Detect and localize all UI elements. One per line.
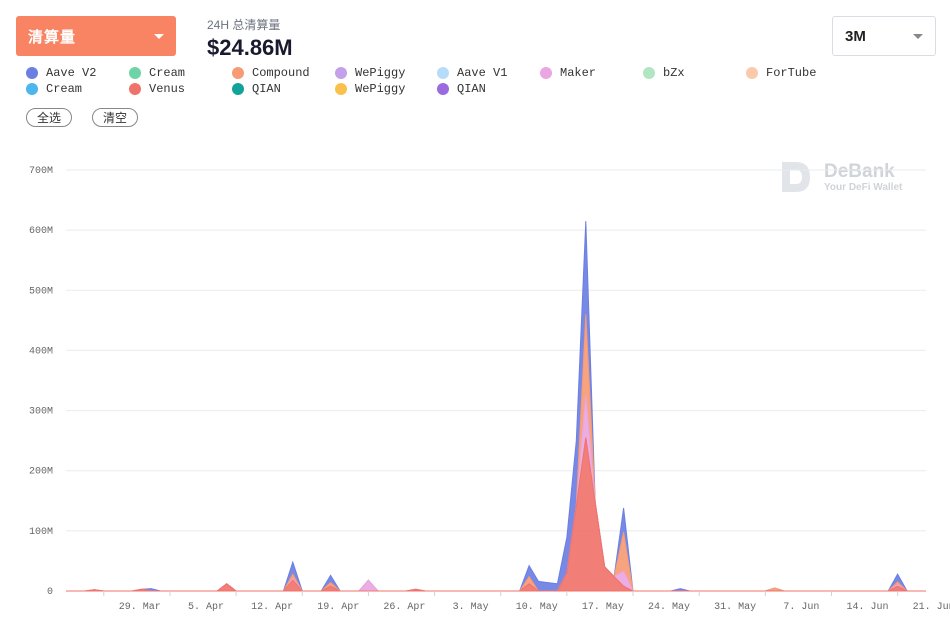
x-tick-label: 14. Jun xyxy=(846,602,888,613)
range-dropdown[interactable]: 3M xyxy=(832,16,936,56)
x-tick-label: 5. Apr xyxy=(188,602,224,613)
legend-dot xyxy=(129,83,141,95)
legend-item-cream[interactable]: Cream xyxy=(129,66,185,80)
legend-dot xyxy=(437,83,449,95)
legend-item-qian-2[interactable]: QIAN xyxy=(437,82,486,96)
legend-label: Venus xyxy=(149,82,186,96)
legend-dot xyxy=(437,67,449,79)
series-area-maker xyxy=(66,395,926,592)
legend-label: Aave V2 xyxy=(46,66,97,80)
legend-dot xyxy=(26,67,38,79)
legend-label: bZx xyxy=(663,66,685,80)
legend-dot xyxy=(746,67,758,79)
legend-label: Aave V1 xyxy=(457,66,508,80)
x-tick-label: 17. May xyxy=(582,602,624,613)
y-tick-label: 600M xyxy=(29,226,53,237)
legend-item-aave-v1[interactable]: Aave V1 xyxy=(437,66,507,80)
legend-dot xyxy=(232,67,244,79)
legend-dot xyxy=(335,67,347,79)
legend-label: Cream xyxy=(149,66,186,80)
y-tick-label: 300M xyxy=(29,407,53,418)
x-tick-label: 24. May xyxy=(648,602,690,613)
clear-button[interactable]: 清空 xyxy=(92,108,138,127)
legend-item-wepiggy-2[interactable]: WePiggy xyxy=(335,82,405,96)
legend-item-qian[interactable]: QIAN xyxy=(232,82,281,96)
y-tick-label: 700M xyxy=(29,166,53,177)
x-tick-label: 10. May xyxy=(516,602,558,613)
liquidation-area-chart: 0 100M 200M 300M 400M 500M 600M 700M 29. Mar 5. … xyxy=(29,166,950,613)
series-areas xyxy=(66,221,926,592)
select-all-button[interactable]: 全选 xyxy=(26,108,72,127)
y-tick-label: 100M xyxy=(29,527,53,538)
x-tick-label: 26. Apr xyxy=(383,602,425,613)
series-area-venus xyxy=(66,437,926,592)
legend-item-venus[interactable]: Venus xyxy=(129,82,185,96)
x-axis: 29. Mar 5. Apr 12. Apr 19. Apr 26. Apr 3. May… xyxy=(103,591,950,613)
y-tick-label: 500M xyxy=(29,286,53,297)
chevron-down-icon xyxy=(913,33,923,39)
metric-dropdown[interactable]: 清算量 xyxy=(16,16,176,56)
total-liquidation-stat: 24H 总清算量 $24.86M xyxy=(207,16,293,61)
metric-dropdown-label: 清算量 xyxy=(28,28,77,46)
x-tick-label: 29. Mar xyxy=(119,602,161,613)
legend-item-maker[interactable]: Maker xyxy=(540,66,596,80)
x-tick-label: 19. Apr xyxy=(317,602,359,613)
legend-item-fortube[interactable]: ForTube xyxy=(746,66,816,80)
legend-dot xyxy=(26,83,38,95)
watermark-tagline: Your DeFi Wallet xyxy=(824,181,903,193)
x-tick-label: 3. May xyxy=(453,602,489,613)
legend-item-aave-v2[interactable]: Aave V2 xyxy=(26,66,96,80)
gridlines xyxy=(66,169,926,592)
x-tick-label: 31. May xyxy=(714,602,756,613)
legend-dot xyxy=(129,67,141,79)
series-area-compound xyxy=(66,314,926,592)
legend-label: Maker xyxy=(560,66,597,80)
stat-value: $24.86M xyxy=(207,35,293,60)
x-tick-label: 21. Jun xyxy=(913,602,950,613)
watermark-brand: DeBank xyxy=(824,160,895,182)
legend-item-wepiggy[interactable]: WePiggy xyxy=(335,66,405,80)
y-tick-label: 200M xyxy=(29,467,53,478)
legend-item-bzx[interactable]: bZx xyxy=(643,66,685,80)
stat-label: 24H 总清算量 xyxy=(207,18,281,32)
x-tick-label: 12. Apr xyxy=(251,602,293,613)
debank-watermark: DeBank Your DeFi Wallet xyxy=(780,160,902,194)
legend-label: QIAN xyxy=(252,82,281,96)
legend-item-cream-2[interactable]: Cream xyxy=(26,82,82,96)
legend-label: Compound xyxy=(252,66,310,80)
series-area-aave-v2 xyxy=(66,221,926,592)
legend-label: ForTube xyxy=(766,66,817,80)
chevron-down-icon xyxy=(154,33,164,39)
legend-label: WePiggy xyxy=(355,82,406,96)
y-tick-label: 400M xyxy=(29,346,53,357)
y-axis: 0 100M 200M 300M 400M 500M 600M 700M xyxy=(29,166,53,598)
legend-dot xyxy=(643,67,655,79)
x-tick-label: 7. Jun xyxy=(783,602,819,613)
legend-label: WePiggy xyxy=(355,66,406,80)
legend-label: QIAN xyxy=(457,82,486,96)
legend-dot xyxy=(232,83,244,95)
y-tick-label: 0 xyxy=(47,587,53,598)
legend-dot xyxy=(540,67,552,79)
legend-dot xyxy=(335,83,347,95)
legend-item-compound[interactable]: Compound xyxy=(232,66,310,80)
legend-label: Cream xyxy=(46,82,83,96)
range-dropdown-label: 3M xyxy=(845,27,866,45)
